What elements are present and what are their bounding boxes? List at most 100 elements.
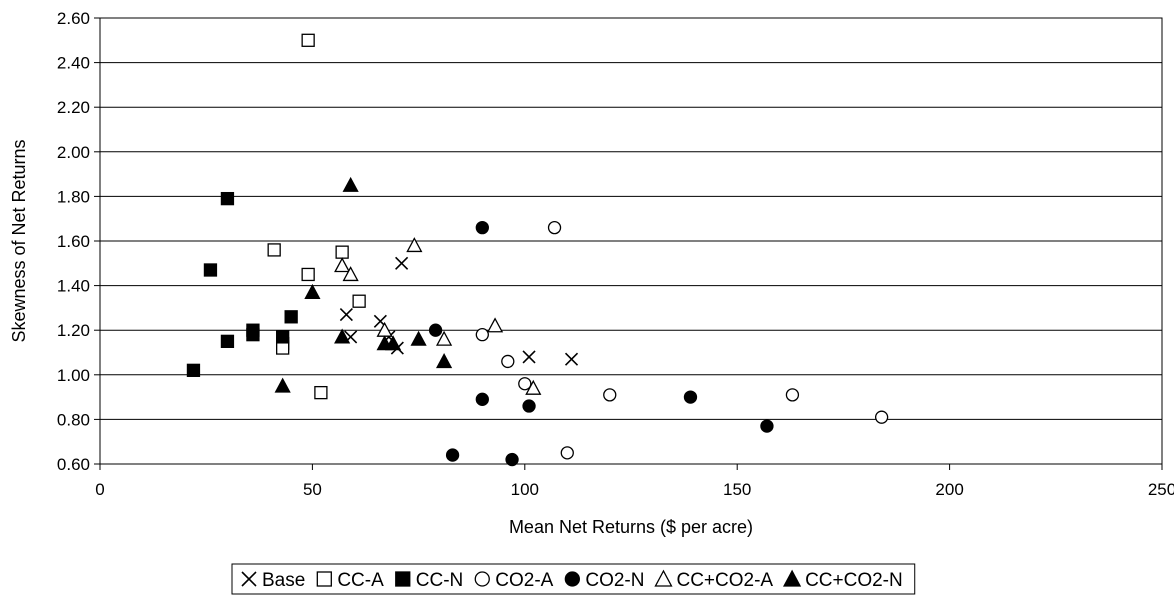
data-point — [410, 330, 427, 346]
legend-item: CO2-A — [474, 570, 554, 591]
data-point — [203, 263, 218, 277]
series-cc-co2-a — [334, 237, 542, 395]
y-tick-label: 2.00 — [57, 143, 90, 162]
data-point — [314, 385, 328, 400]
x-tick-label: 100 — [511, 480, 539, 499]
y-tick-label: 1.20 — [57, 321, 90, 340]
data-point — [342, 266, 359, 282]
y-tick-label: 0.80 — [57, 410, 90, 429]
y-tick-label: 2.20 — [57, 98, 90, 117]
axis-ticks: 0.60 0.80 1.00 1.20 1.40 1.60 1.80 2.00 2.20 2.40… — [57, 9, 1174, 499]
data-point — [560, 446, 574, 460]
legend-marker — [564, 571, 580, 587]
data-point — [522, 399, 536, 413]
x-axis-title: Mean Net Returns ($ per acre) — [509, 517, 753, 537]
legend: Base CC-A CC-N CO2-A CO2-N CC+CO2-A CC+CO2-N — [231, 563, 916, 595]
data-point — [475, 328, 489, 342]
data-points — [186, 33, 889, 467]
y-tick-label: 1.60 — [57, 232, 90, 251]
data-point — [220, 334, 235, 349]
data-point — [334, 257, 351, 273]
y-axis-title: Skewness of Net Returns — [9, 139, 29, 342]
data-point — [276, 330, 290, 344]
y-tick-label: 2.60 — [57, 9, 90, 28]
data-point — [525, 379, 542, 395]
legend-marker — [474, 571, 490, 587]
legend-item: Base — [241, 570, 305, 591]
data-point — [683, 390, 698, 404]
data-point — [435, 353, 453, 369]
data-point — [395, 256, 409, 270]
legend-item: CC-A — [316, 570, 384, 591]
data-point — [274, 377, 291, 393]
data-point — [475, 220, 489, 235]
y-tick-label: 1.00 — [57, 366, 90, 385]
y-tick-label: 1.80 — [57, 187, 90, 206]
data-point — [406, 237, 423, 253]
data-point — [428, 323, 443, 337]
data-point — [335, 245, 349, 259]
legend-marker — [654, 569, 673, 587]
series-cc-co2-n — [274, 176, 453, 393]
x-tick-label: 200 — [935, 480, 963, 499]
legend-item: CC+CO2-A — [654, 569, 773, 591]
legend-label: Base — [262, 570, 305, 591]
data-point — [301, 33, 315, 47]
series-co2-a — [475, 220, 889, 460]
data-point — [246, 328, 260, 342]
data-point — [564, 352, 579, 366]
gridlines — [100, 62, 1162, 420]
legend-label: CC+CO2-A — [676, 570, 773, 591]
data-point — [435, 330, 453, 346]
legend-label: CO2-A — [495, 570, 553, 591]
legend-label: CC+CO2-N — [805, 570, 903, 591]
y-tick-label: 2.40 — [57, 54, 90, 73]
data-point — [547, 220, 562, 235]
series-co2-n — [428, 220, 774, 467]
data-point — [385, 335, 402, 351]
x-tick-label: 0 — [95, 480, 104, 499]
data-point — [501, 354, 515, 369]
data-point — [874, 410, 889, 424]
data-point — [760, 419, 774, 433]
data-point — [220, 191, 235, 206]
x-tick-label: 250 — [1148, 480, 1174, 499]
series-cc-a — [267, 33, 366, 400]
y-tick-label: 0.60 — [57, 455, 90, 474]
legend-item: CC+CO2-N — [782, 569, 903, 591]
y-tick-label: 1.40 — [57, 277, 90, 296]
data-point — [276, 341, 290, 355]
data-point — [518, 377, 532, 391]
data-point — [186, 363, 201, 377]
data-point — [445, 448, 460, 462]
data-point — [486, 317, 504, 333]
data-point — [334, 328, 351, 344]
data-point — [505, 452, 519, 467]
data-point — [522, 350, 536, 364]
data-point — [284, 310, 298, 324]
legend-marker — [395, 571, 411, 587]
legend-label: CC-A — [337, 570, 384, 591]
data-point — [342, 176, 359, 192]
series-cc-n — [186, 191, 298, 377]
legend-label: CC-N — [416, 570, 464, 591]
legend-marker — [316, 571, 332, 587]
data-point — [785, 388, 800, 402]
data-point — [603, 388, 617, 402]
legend-label: CO2-N — [585, 570, 644, 591]
legend-item: CC-N — [395, 570, 464, 591]
data-point — [267, 243, 281, 257]
legend-item: CO2-N — [564, 570, 644, 591]
data-point — [301, 267, 315, 282]
data-point — [475, 392, 489, 406]
data-point — [352, 294, 366, 308]
x-tick-label: 50 — [303, 480, 322, 499]
legend-marker — [782, 569, 802, 587]
x-tick-label: 150 — [723, 480, 751, 499]
data-point — [304, 283, 321, 299]
series-base — [339, 256, 579, 366]
legend-marker — [241, 571, 257, 587]
data-point — [339, 308, 353, 322]
